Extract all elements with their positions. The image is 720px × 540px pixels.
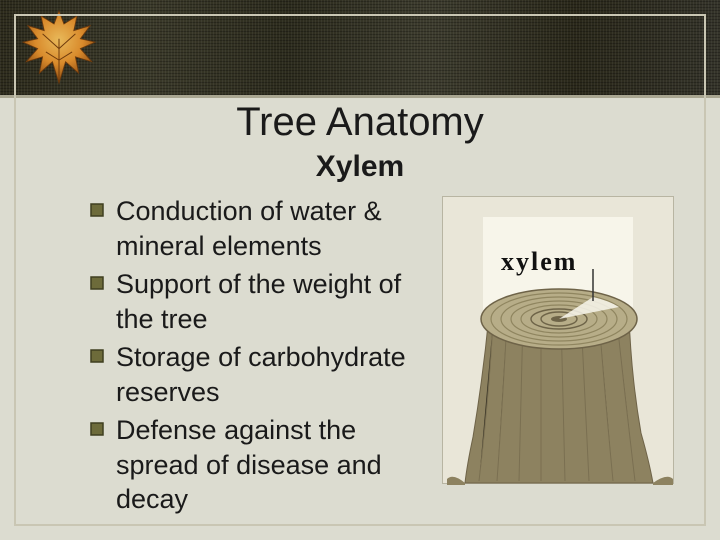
slide-subtitle: Xylem — [0, 150, 720, 184]
xylem-figure: xylem — [442, 196, 674, 484]
bullet-icon — [90, 203, 104, 217]
figure-label: xylem — [501, 247, 577, 277]
bullet-text: Storage of carbohydrate reserves — [116, 340, 420, 409]
bullet-icon — [90, 422, 104, 436]
bullet-text: Conduction of water & mineral elements — [116, 194, 420, 263]
bullet-icon — [90, 349, 104, 363]
header-texture-band — [0, 0, 720, 98]
maple-leaf-icon — [18, 6, 100, 88]
list-item: Conduction of water & mineral elements — [90, 194, 420, 263]
bullet-list: Conduction of water & mineral elements S… — [90, 194, 420, 521]
slide-title: Tree Anatomy — [0, 100, 720, 145]
list-item: Defense against the spread of disease an… — [90, 413, 420, 517]
bullet-text: Defense against the spread of disease an… — [116, 413, 420, 517]
stump-illustration — [443, 197, 675, 485]
bullet-text: Support of the weight of the tree — [116, 267, 420, 336]
list-item: Storage of carbohydrate reserves — [90, 340, 420, 409]
list-item: Support of the weight of the tree — [90, 267, 420, 336]
bullet-icon — [90, 276, 104, 290]
